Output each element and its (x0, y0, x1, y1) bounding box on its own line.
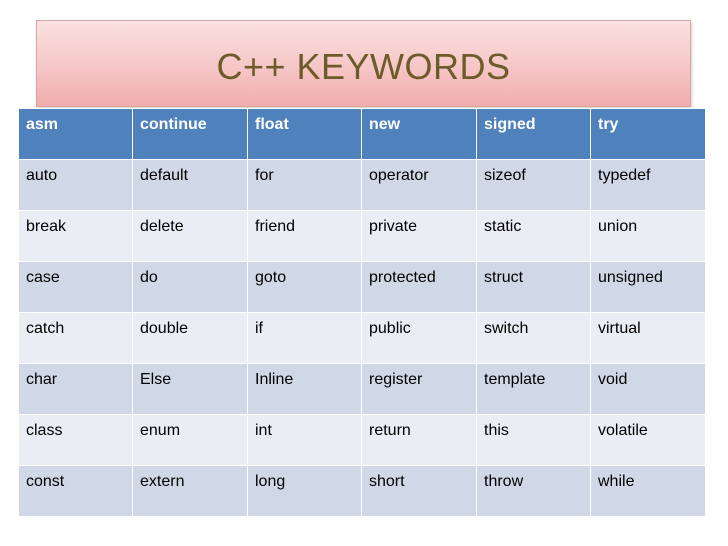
table-cell: delete (132, 210, 248, 262)
table-row: auto default for operator sizeof typedef (18, 159, 706, 211)
table-cell: register (361, 363, 477, 415)
header-cell: continue (132, 108, 248, 160)
table-cell: unsigned (590, 261, 706, 313)
table-cell: goto (247, 261, 362, 313)
table-cell: void (590, 363, 706, 415)
table-cell: template (476, 363, 591, 415)
table-cell: sizeof (476, 159, 591, 211)
table-row: break delete friend private static union (18, 210, 706, 262)
table-row: catch double if public switch virtual (18, 312, 706, 364)
table-cell: private (361, 210, 477, 262)
table-row: case do goto protected struct unsigned (18, 261, 706, 313)
table-cell: short (361, 465, 477, 517)
table-cell: throw (476, 465, 591, 517)
table-cell: if (247, 312, 362, 364)
table-cell: for (247, 159, 362, 211)
table-cell: struct (476, 261, 591, 313)
header-cell: float (247, 108, 362, 160)
table-cell: char (18, 363, 133, 415)
table-cell: double (132, 312, 248, 364)
header-cell: asm (18, 108, 133, 160)
table-cell: volatile (590, 414, 706, 466)
table-cell: Else (132, 363, 248, 415)
table-cell: enum (132, 414, 248, 466)
table-cell: class (18, 414, 133, 466)
table-cell: break (18, 210, 133, 262)
table-cell: return (361, 414, 477, 466)
table-cell: auto (18, 159, 133, 211)
keywords-table: asm continue float new signed try auto d… (18, 108, 706, 517)
table-row: char Else Inline register template void (18, 363, 706, 415)
header-cell: signed (476, 108, 591, 160)
header-cell: new (361, 108, 477, 160)
table-cell: int (247, 414, 362, 466)
table-header-row: asm continue float new signed try (18, 108, 706, 160)
table-row: class enum int return this volatile (18, 414, 706, 466)
table-cell: public (361, 312, 477, 364)
table-cell: long (247, 465, 362, 517)
title-banner: C++ KEYWORDS (36, 20, 691, 107)
table-cell: this (476, 414, 591, 466)
table-cell: extern (132, 465, 248, 517)
table-row: const extern long short throw while (18, 465, 706, 517)
page-title: C++ KEYWORDS (216, 46, 511, 87)
table-cell: catch (18, 312, 133, 364)
table-cell: switch (476, 312, 591, 364)
table-cell: typedef (590, 159, 706, 211)
table-cell: operator (361, 159, 477, 211)
table-cell: static (476, 210, 591, 262)
table-cell: while (590, 465, 706, 517)
table-cell: protected (361, 261, 477, 313)
table-cell: case (18, 261, 133, 313)
table-cell: default (132, 159, 248, 211)
table-cell: union (590, 210, 706, 262)
table-cell: const (18, 465, 133, 517)
table-cell: friend (247, 210, 362, 262)
table-cell: do (132, 261, 248, 313)
table-cell: virtual (590, 312, 706, 364)
table-cell: Inline (247, 363, 362, 415)
header-cell: try (590, 108, 706, 160)
